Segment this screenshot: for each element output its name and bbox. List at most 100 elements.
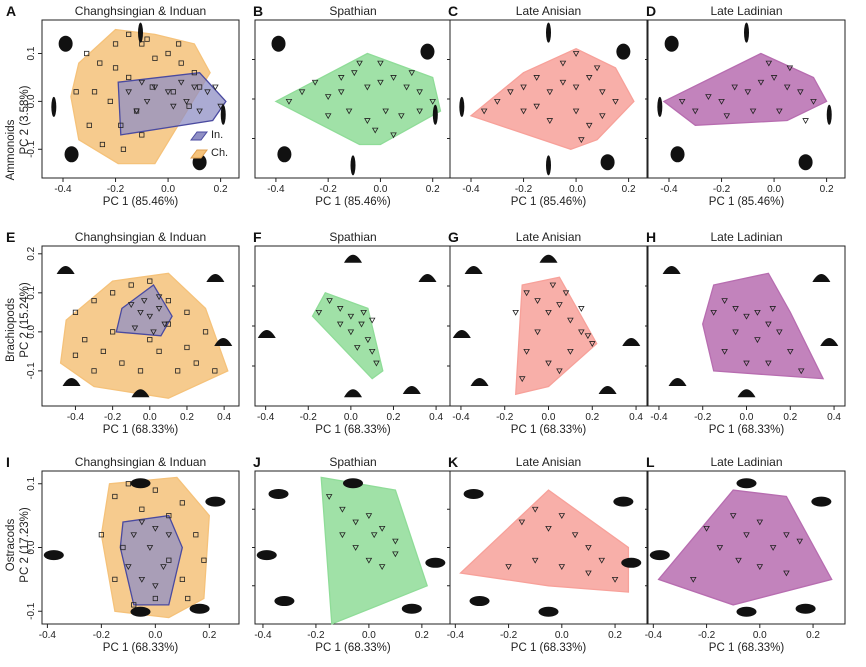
shell-silhouette (130, 478, 151, 489)
point-triangle (353, 345, 361, 351)
point-square (119, 360, 125, 366)
shell-silhouette (736, 478, 757, 489)
point-triangle (408, 70, 416, 77)
x-tick-label: 0.2 (585, 412, 599, 423)
row-ylabel-ammonoids: PC 2 (3.58%) (19, 85, 31, 154)
point-triangle (368, 348, 376, 355)
point-triangle (710, 309, 717, 316)
point-square (170, 89, 176, 95)
point-square (91, 368, 97, 374)
point-square (193, 360, 199, 366)
point-triangle (531, 506, 539, 513)
x-axis-label: PC 1 (68.33%) (315, 642, 391, 654)
x-tick-label: 0.0 (373, 184, 387, 195)
shell-silhouette (470, 378, 489, 386)
x-tick-label: -0.4 (257, 412, 275, 423)
point-triangle (138, 79, 146, 86)
point-triangle (365, 557, 373, 564)
shell-silhouette (812, 274, 831, 282)
y-tick-label: 0.0 (26, 540, 37, 554)
x-tick-label: 0.2 (415, 630, 429, 641)
point-triangle (556, 302, 563, 308)
point-triangle (810, 98, 817, 105)
shell-silhouette (274, 596, 295, 607)
shell-silhouette (277, 146, 292, 163)
panel-letter: B (253, 3, 263, 19)
point-triangle (567, 348, 574, 355)
point-triangle (523, 348, 530, 355)
point-triangle (360, 309, 367, 316)
panel-L: L Late Ladinian -0.4 -0.2 0.0 0.2 PC 1 (68.33%… (645, 454, 846, 654)
point-square (112, 493, 118, 500)
point-triangle (786, 348, 794, 355)
point-triangle (546, 118, 554, 124)
shell-silhouette (344, 254, 362, 263)
point-triangle (358, 321, 365, 328)
point-triangle (732, 306, 739, 312)
x-axis-label: PC 1 (68.33%) (315, 424, 391, 436)
point-square (99, 141, 106, 148)
point-square (82, 337, 88, 343)
point-triangle (718, 98, 725, 105)
point-triangle (368, 317, 376, 324)
point-triangle (721, 298, 728, 305)
point-square (72, 309, 79, 315)
shell-silhouette (798, 154, 813, 171)
point-triangle (559, 60, 567, 67)
shell-silhouette (56, 266, 75, 274)
shell-silhouette (469, 596, 490, 607)
point-square (139, 132, 145, 138)
shell-silhouette (670, 146, 685, 163)
point-triangle (352, 545, 359, 551)
hull-group (459, 489, 630, 593)
shell-silhouette (205, 496, 226, 507)
x-tick-label: -0.4 (54, 184, 72, 195)
shell-silhouette (616, 43, 631, 60)
panel-letter: H (646, 229, 656, 245)
point-square (184, 309, 190, 315)
shell-silhouette (598, 386, 617, 394)
x-axis-label: PC 1 (85.46%) (511, 196, 587, 208)
panel-letter: C (448, 3, 458, 19)
point-triangle (507, 89, 514, 96)
shell-silhouette (662, 266, 681, 274)
point-triangle (155, 306, 163, 312)
point-triangle (584, 333, 592, 340)
point-square (212, 368, 218, 374)
panel-E: E Changhsingian & Induan -0.4 -0.2 0.0 0.2 0.4… (6, 229, 240, 436)
point-triangle (598, 557, 606, 564)
shell-silhouette (737, 389, 756, 398)
x-tick-label: -0.4 (645, 630, 663, 641)
hull-group (320, 476, 429, 625)
point-triangle (749, 108, 757, 115)
y-tick-label: -0.1 (26, 362, 37, 380)
point-triangle (729, 513, 737, 520)
panel-title: Spathian (329, 4, 376, 18)
point-triangle (572, 108, 580, 115)
point-triangle (593, 65, 601, 72)
shell-silhouette (402, 386, 421, 394)
x-tick-label: 0.4 (429, 412, 443, 423)
point-triangle (546, 89, 554, 96)
panel-title: Changhsingian & Induan (75, 230, 206, 244)
point-triangle (585, 122, 593, 129)
point-square (191, 70, 197, 76)
point-triangle (744, 89, 752, 96)
point-triangle (783, 84, 791, 91)
point-triangle (559, 79, 567, 86)
panel-letter: K (448, 454, 458, 470)
point-triangle (567, 317, 574, 324)
x-axis-label: PC 1 (68.33%) (709, 424, 785, 436)
point-triangle (534, 329, 541, 336)
point-square (186, 103, 192, 109)
point-triangle (324, 113, 332, 120)
point-triangle (336, 306, 344, 312)
point-triangle (732, 329, 739, 336)
x-tick-label: -0.2 (104, 412, 122, 423)
point-square (166, 513, 172, 519)
point-triangle (170, 103, 177, 110)
x-tick-label: 0.2 (820, 184, 834, 195)
x-tick-label: 0.4 (629, 412, 643, 423)
shell-silhouette (452, 330, 471, 338)
point-square (152, 487, 158, 493)
